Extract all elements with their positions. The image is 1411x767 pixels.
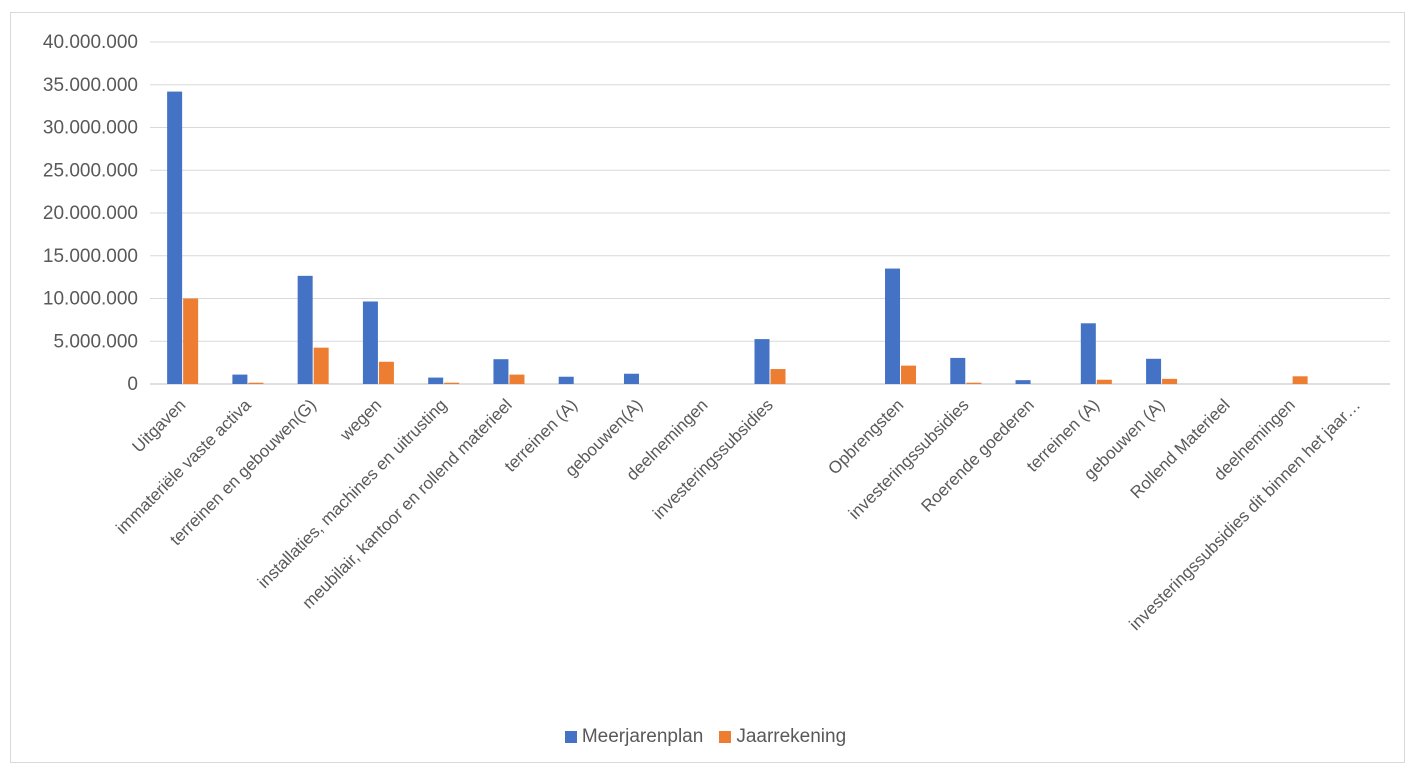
x-tick-label: immateriële vaste activa [112,395,255,538]
legend-item-series-0: Meerjarenplan [564,726,704,748]
bar-meerjarenplan [167,91,183,384]
bars [167,91,1308,384]
bar-jaarrekening [1162,378,1178,384]
y-tick-label: 25.000.000 [43,160,138,181]
bar-meerjarenplan [1080,323,1096,384]
bar-jaarrekening [1096,379,1112,384]
y-tick-label: 15.000.000 [43,246,138,267]
bar-meerjarenplan [754,339,770,384]
legend-label: Jaarrekening [736,726,847,747]
bar-jaarrekening [313,347,329,384]
bar-jaarrekening [901,365,917,384]
y-tick-label: 30.000.000 [43,118,138,139]
x-tick-label: wegen [336,395,386,445]
bar-jaarrekening [444,382,460,384]
legend-label: Meerjarenplan [581,726,704,747]
x-tick-label: investeringssubsidies [845,395,973,523]
bar-meerjarenplan [1015,380,1031,384]
bar-meerjarenplan [885,268,901,384]
gridlines [150,41,1390,385]
y-tick-label: 20.000.000 [43,203,138,224]
x-tick-label: investeringssubsidies dit binnen het jaa… [1126,395,1365,634]
bar-jaarrekening [378,361,394,384]
bar-jaarrekening [509,374,525,384]
bar-meerjarenplan [493,359,509,384]
chart-frame [10,12,1405,763]
y-tick-label: 10.000.000 [43,289,138,310]
bar-meerjarenplan [362,301,378,384]
legend-item-series-1: Jaarrekening [719,726,846,748]
x-tick-label: Uitgaven [129,395,190,456]
y-tick-label: 0 [127,374,138,395]
legend: Meerjarenplan Jaarrekening [0,726,1411,748]
bar-meerjarenplan [297,275,313,384]
bar-meerjarenplan [232,374,248,384]
x-tick-label: investeringssubsidies [649,395,777,523]
bar-meerjarenplan [623,373,639,384]
bar-meerjarenplan [428,377,444,384]
bar-meerjarenplan [558,376,574,384]
bar-jaarrekening [248,382,264,384]
y-axis-ticks: 0 5.000.000 10.000.000 15.000.000 20.000.000… [43,32,138,395]
y-tick-label: 40.000.000 [43,32,138,53]
bar-jaarrekening [770,369,786,384]
bar-meerjarenplan [950,357,966,384]
y-tick-label: 35.000.000 [43,75,138,96]
bar-jaarrekening [1292,376,1308,384]
x-tick-label: Roerende goederen [918,395,1038,515]
y-tick-label: 5.000.000 [53,331,138,352]
bar-jaarrekening [966,382,982,384]
legend-swatch [564,731,577,743]
bar-jaarrekening [183,298,199,384]
legend-swatch [719,731,732,743]
bar-meerjarenplan [1146,358,1162,384]
